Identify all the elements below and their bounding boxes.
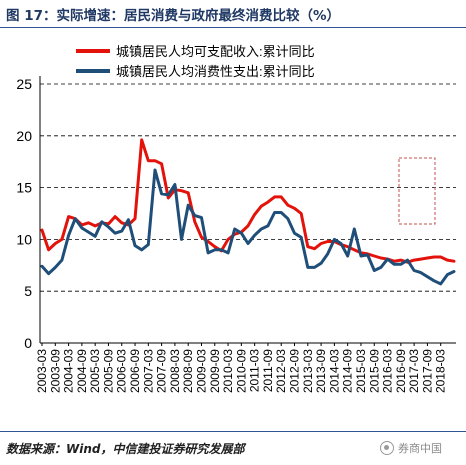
x-tick-label: 2012-03 bbox=[274, 349, 288, 393]
x-tick-label: 2006-03 bbox=[115, 349, 129, 393]
x-tick-label: 2011-09 bbox=[261, 349, 275, 392]
x-tick-label: 2006-09 bbox=[128, 349, 142, 393]
x-tick-label: 2015-09 bbox=[367, 349, 381, 393]
x-tick-label: 2009-09 bbox=[208, 349, 222, 393]
x-tick-label: 2007-09 bbox=[155, 349, 169, 393]
x-tick-label: 2017-09 bbox=[420, 349, 434, 393]
source-note: 数据来源：Wind，中信建投证券研究发展部 bbox=[6, 442, 245, 456]
x-tick-label: 2011-03 bbox=[248, 349, 262, 392]
x-tick-label: 2018-03 bbox=[434, 349, 448, 393]
page-title: 图 17：实际增速：居民消费与政府最终消费比较（%） bbox=[6, 8, 341, 24]
legend: 城镇居民人均可支配收入:累计同比 城镇居民人均消费性支出:累计同比 bbox=[76, 44, 315, 79]
x-tick-label: 2016-03 bbox=[381, 349, 395, 393]
title-divider bbox=[0, 27, 466, 28]
consumption-series-line bbox=[40, 168, 456, 286]
x-tick-label: 2010-03 bbox=[221, 349, 235, 393]
x-tick-label: 2013-09 bbox=[314, 349, 328, 393]
y-tick-label: 10 bbox=[16, 231, 32, 247]
x-tick-label: 2010-09 bbox=[234, 349, 248, 393]
footer-divider bbox=[0, 431, 466, 432]
x-tick-label: 2005-03 bbox=[88, 349, 102, 393]
y-tick-label: 0 bbox=[24, 335, 32, 351]
grid bbox=[40, 83, 456, 292]
x-tick-label: 2013-03 bbox=[301, 349, 315, 393]
x-tick-label: 2016-09 bbox=[394, 349, 408, 393]
x-tick-label: 2008-03 bbox=[168, 349, 182, 393]
watermark: 券商中国 bbox=[380, 440, 442, 456]
x-tick-label: 2008-09 bbox=[181, 349, 195, 393]
watermark-label: 券商中国 bbox=[398, 442, 442, 455]
x-tick-label: 2015-03 bbox=[354, 349, 368, 393]
wechat-icon bbox=[380, 441, 394, 455]
x-tick-label: 2005-09 bbox=[101, 349, 115, 393]
y-tick-label: 20 bbox=[16, 128, 32, 144]
y-tick-label: 5 bbox=[24, 283, 32, 299]
x-tick-label: 2012-09 bbox=[288, 349, 302, 393]
x-tick-label: 2017-03 bbox=[407, 349, 421, 393]
legend-label-income: 城镇居民人均可支配收入:累计同比 bbox=[116, 44, 315, 59]
legend-label-consumption: 城镇居民人均消费性支出:累计同比 bbox=[116, 64, 315, 79]
annotation-box bbox=[398, 157, 436, 225]
x-tick-label: 2003-09 bbox=[48, 349, 62, 393]
y-tick-label: 15 bbox=[16, 180, 32, 196]
x-tick-label: 2007-03 bbox=[141, 349, 155, 393]
y-tick-label: 25 bbox=[16, 76, 32, 92]
series bbox=[40, 138, 456, 286]
x-tick-label: 2009-03 bbox=[194, 349, 208, 393]
x-tick-label: 2014-03 bbox=[327, 349, 341, 393]
income-series-line bbox=[40, 138, 456, 264]
x-tick-label: 2004-03 bbox=[62, 349, 76, 393]
x-tick-label: 2003-03 bbox=[35, 349, 49, 393]
x-tick-label: 2004-09 bbox=[75, 349, 89, 393]
x-tick-label: 2014-09 bbox=[341, 349, 355, 393]
